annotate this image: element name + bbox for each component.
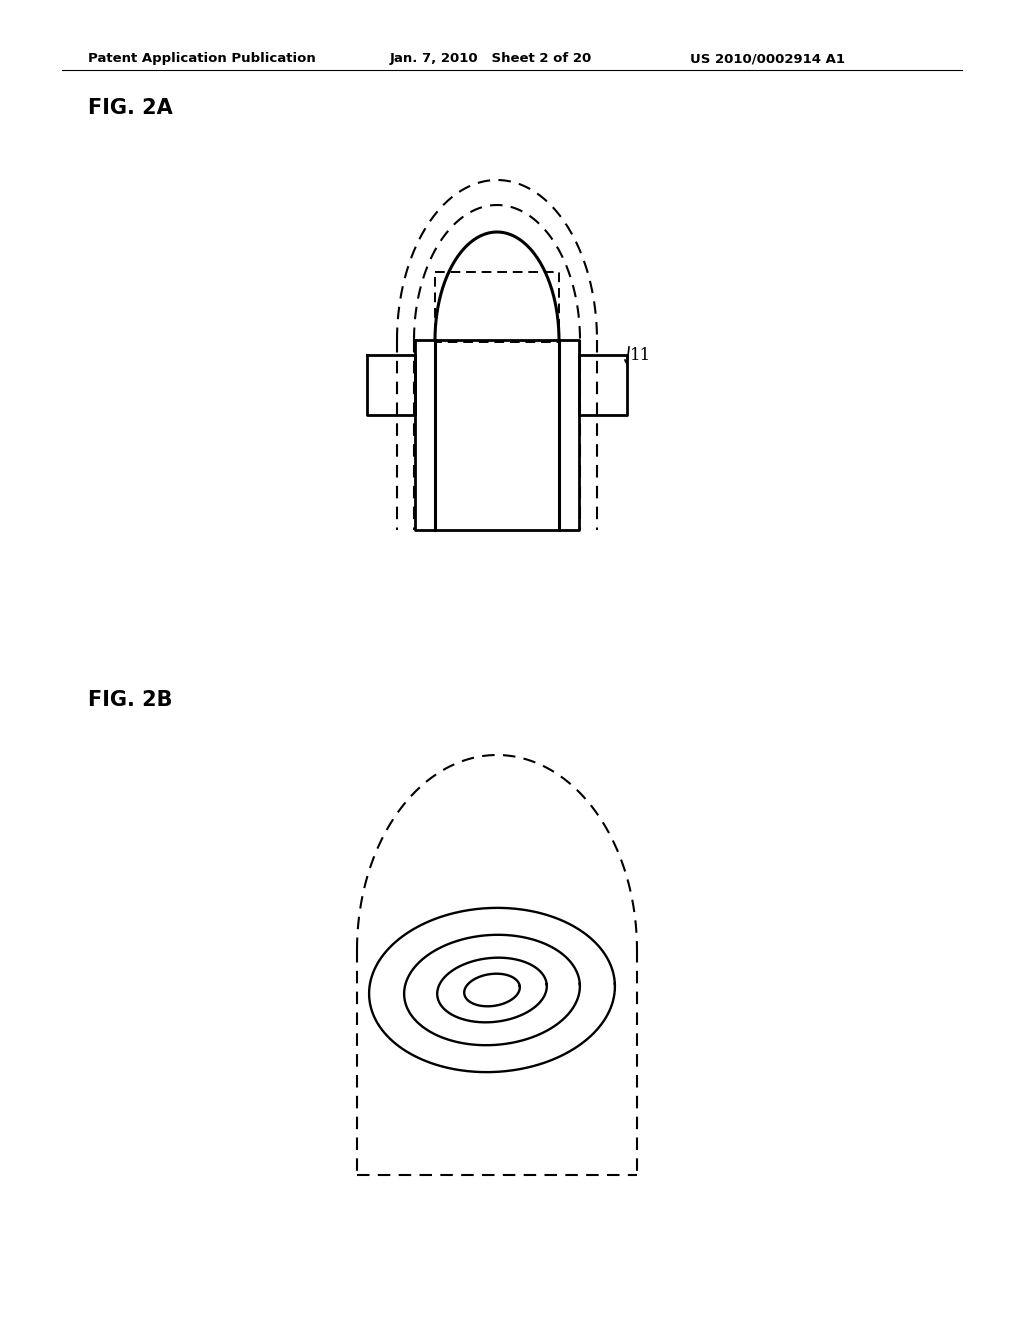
- Text: Patent Application Publication: Patent Application Publication: [88, 51, 315, 65]
- Text: 11: 11: [630, 346, 651, 363]
- Text: FIG. 2B: FIG. 2B: [88, 690, 172, 710]
- Text: Jan. 7, 2010   Sheet 2 of 20: Jan. 7, 2010 Sheet 2 of 20: [390, 51, 592, 65]
- Text: FIG. 2A: FIG. 2A: [88, 98, 173, 117]
- Text: US 2010/0002914 A1: US 2010/0002914 A1: [690, 51, 845, 65]
